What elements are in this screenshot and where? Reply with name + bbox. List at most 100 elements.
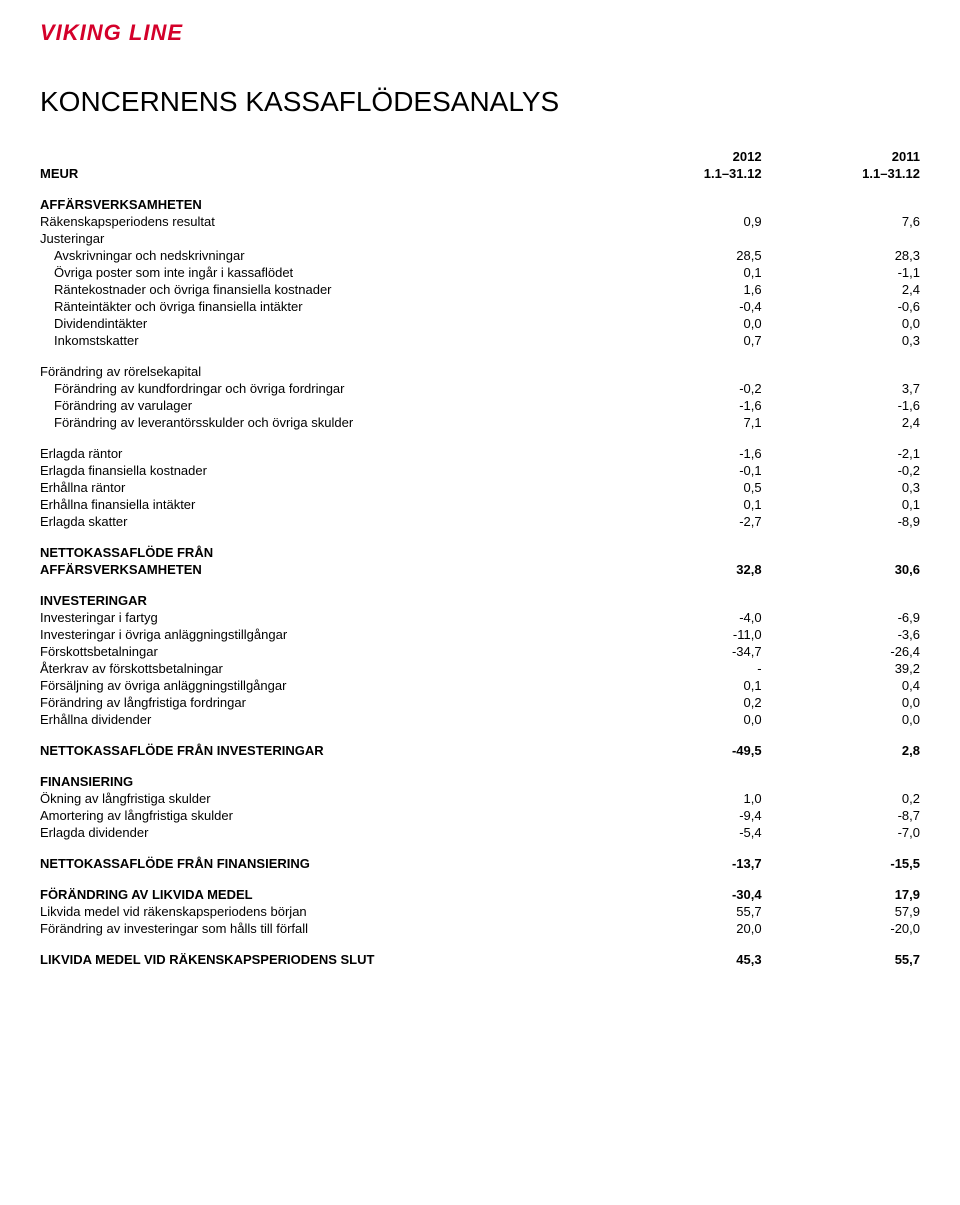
row-val-1: -1,6 <box>603 445 761 462</box>
page-title: KONCERNENS KASSAFLÖDESANALYS <box>40 86 920 118</box>
row-val-2: 0,2 <box>762 790 920 807</box>
cashflow-table: 20122011MEUR1.1–31.121.1–31.12AFFÄRSVERK… <box>40 148 920 982</box>
row-val-2: 0,1 <box>762 496 920 513</box>
row-val-2: 0,0 <box>762 315 920 332</box>
row-label: LIKVIDA MEDEL VID RÄKENSKAPSPERIODENS SL… <box>40 951 603 968</box>
row-label: Förskottsbetalningar <box>40 643 603 660</box>
row-label: Övriga poster som inte ingår i kassaflöd… <box>40 264 603 281</box>
row-val-2: 0,3 <box>762 479 920 496</box>
row-val-2: 28,3 <box>762 247 920 264</box>
row-label: Förändring av leverantörsskulder och övr… <box>40 414 603 431</box>
row-val-1: 28,5 <box>603 247 761 264</box>
row-label: Erlagda skatter <box>40 513 603 530</box>
row-label: Erlagda räntor <box>40 445 603 462</box>
row-val-2: -8,9 <box>762 513 920 530</box>
row-label: Erlagda finansiella kostnader <box>40 462 603 479</box>
row-val-1: - <box>603 660 761 677</box>
row-val-2: 0,0 <box>762 694 920 711</box>
row-val-2: -8,7 <box>762 807 920 824</box>
row-val-2: 2,8 <box>762 742 920 759</box>
row-label: Ökning av långfristiga skulder <box>40 790 603 807</box>
row-val-1: 0,1 <box>603 264 761 281</box>
row-label: Amortering av långfristiga skulder <box>40 807 603 824</box>
row-label: NETTOKASSAFLÖDE FRÅN INVESTERINGAR <box>40 742 603 759</box>
row-val-1: -1,6 <box>603 397 761 414</box>
row-val-2: -20,0 <box>762 920 920 937</box>
col-year-2: 2011 <box>762 148 920 165</box>
row-val-1 <box>603 544 761 561</box>
row-val-2 <box>762 230 920 247</box>
row-val-1 <box>603 363 761 380</box>
row-val-2 <box>762 544 920 561</box>
row-label: Förändring av långfristiga fordringar <box>40 694 603 711</box>
row-val-2: 30,6 <box>762 561 920 578</box>
row-val-2: 55,7 <box>762 951 920 968</box>
row-label: Förändring av rörelsekapital <box>40 363 603 380</box>
row-val-1: -13,7 <box>603 855 761 872</box>
row-val-1: -9,4 <box>603 807 761 824</box>
section-title: AFFÄRSVERKSAMHETEN <box>40 196 603 213</box>
row-val-1: 0,1 <box>603 496 761 513</box>
row-val-2: 2,4 <box>762 414 920 431</box>
row-val-2: -7,0 <box>762 824 920 841</box>
row-label: Förändring av kundfordringar och övriga … <box>40 380 603 397</box>
section-title: INVESTERINGAR <box>40 592 603 609</box>
row-label: Förändring av varulager <box>40 397 603 414</box>
row-label: Avskrivningar och nedskrivningar <box>40 247 603 264</box>
row-label: Ränteintäkter och övriga finansiella int… <box>40 298 603 315</box>
row-val-1: -30,4 <box>603 886 761 903</box>
row-val-2: -0,2 <box>762 462 920 479</box>
row-val-1 <box>603 230 761 247</box>
row-val-1: 55,7 <box>603 903 761 920</box>
row-val-1: -2,7 <box>603 513 761 530</box>
row-label: Erlagda dividender <box>40 824 603 841</box>
row-val-1: 7,1 <box>603 414 761 431</box>
row-label: Erhållna dividender <box>40 711 603 728</box>
row-val-2: -0,6 <box>762 298 920 315</box>
row-label: Investeringar i fartyg <box>40 609 603 626</box>
row-val-1: 0,0 <box>603 315 761 332</box>
row-val-1: -0,4 <box>603 298 761 315</box>
section-title: FINANSIERING <box>40 773 603 790</box>
row-val-2: 0,0 <box>762 711 920 728</box>
row-val-2: -6,9 <box>762 609 920 626</box>
row-val-2: 17,9 <box>762 886 920 903</box>
row-val-1: 32,8 <box>603 561 761 578</box>
row-val-1: 45,3 <box>603 951 761 968</box>
row-val-1: 1,6 <box>603 281 761 298</box>
row-val-1: -11,0 <box>603 626 761 643</box>
row-val-2: 39,2 <box>762 660 920 677</box>
row-label: AFFÄRSVERKSAMHETEN <box>40 561 603 578</box>
row-val-2: -3,6 <box>762 626 920 643</box>
row-val-2: -1,1 <box>762 264 920 281</box>
row-label: Förändring av investeringar som hålls ti… <box>40 920 603 937</box>
row-val-1: 1,0 <box>603 790 761 807</box>
row-label: Försäljning av övriga anläggningstillgån… <box>40 677 603 694</box>
row-label: Återkrav av förskottsbetalningar <box>40 660 603 677</box>
col-year-1: 2012 <box>603 148 761 165</box>
row-val-2: 2,4 <box>762 281 920 298</box>
row-val-2: -2,1 <box>762 445 920 462</box>
row-label: Räkenskapsperiodens resultat <box>40 213 603 230</box>
row-val-1: 0,7 <box>603 332 761 349</box>
row-val-1: -5,4 <box>603 824 761 841</box>
row-val-1: 0,5 <box>603 479 761 496</box>
meur-label: MEUR <box>40 165 603 182</box>
row-label: Investeringar i övriga anläggningstillgå… <box>40 626 603 643</box>
row-val-1: 0,0 <box>603 711 761 728</box>
row-label: Erhållna räntor <box>40 479 603 496</box>
row-label: Dividendintäkter <box>40 315 603 332</box>
row-label: NETTOKASSAFLÖDE FRÅN FINANSIERING <box>40 855 603 872</box>
row-val-1: -0,2 <box>603 380 761 397</box>
row-val-2: 3,7 <box>762 380 920 397</box>
row-val-2: -15,5 <box>762 855 920 872</box>
row-label: Räntekostnader och övriga finansiella ko… <box>40 281 603 298</box>
row-val-1: 0,1 <box>603 677 761 694</box>
col-period-2: 1.1–31.12 <box>762 165 920 182</box>
row-val-2: -26,4 <box>762 643 920 660</box>
row-val-1: -4,0 <box>603 609 761 626</box>
row-val-1: 0,9 <box>603 213 761 230</box>
row-val-2: 7,6 <box>762 213 920 230</box>
row-label: Likvida medel vid räkenskapsperiodens bö… <box>40 903 603 920</box>
row-label: NETTOKASSAFLÖDE FRÅN <box>40 544 603 561</box>
